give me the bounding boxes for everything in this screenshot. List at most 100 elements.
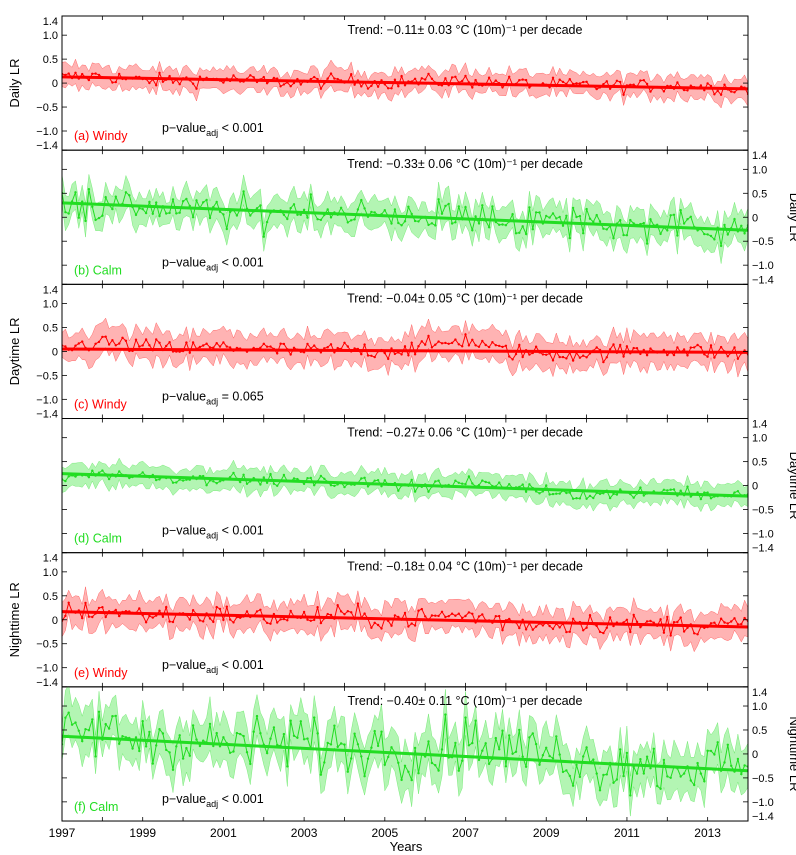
series-point: [279, 85, 282, 88]
panel-d: −1.4 −1.0 −0.5 0 0.5 1.0 1.4 Daytime LR Trend: −…: [61, 418, 796, 555]
plot-area: [62, 58, 748, 109]
series-point: [319, 218, 323, 222]
series-point: [464, 333, 467, 336]
series-point: [733, 346, 736, 349]
series-point: [555, 735, 558, 738]
x-tick-label: 2001: [210, 826, 237, 840]
series-point: [97, 606, 101, 610]
series-point: [605, 228, 608, 231]
series-point: [222, 213, 225, 216]
series-point: [101, 214, 104, 217]
series-point: [612, 236, 615, 240]
series-point: [565, 214, 568, 217]
series-point: [498, 344, 501, 348]
series-point: [709, 497, 713, 500]
y-tick-label: −0.5: [752, 505, 774, 517]
series-point: [551, 627, 555, 631]
series-point: [568, 774, 571, 778]
series-point: [128, 194, 131, 197]
series-point: [582, 354, 585, 357]
series-point: [356, 743, 360, 746]
series-point: [319, 351, 323, 354]
series-point: [491, 341, 494, 344]
series-point: [538, 763, 541, 766]
series-point: [615, 79, 619, 83]
series-point: [346, 770, 349, 773]
series-point: [302, 482, 306, 486]
series-point: [393, 208, 397, 211]
series-point: [696, 343, 699, 347]
series-point: [313, 75, 316, 79]
series-point: [101, 469, 104, 472]
series-point: [326, 77, 329, 80]
plot-area: [62, 686, 748, 817]
series-point: [296, 736, 299, 739]
series-point: [444, 713, 447, 716]
series-point: [212, 480, 215, 483]
series-point: [561, 80, 565, 84]
series-point: [141, 344, 144, 347]
series-point: [726, 743, 729, 746]
series-point: [302, 610, 306, 614]
series-point: [703, 780, 706, 783]
series-point: [454, 75, 457, 79]
series-point: [696, 229, 699, 232]
series-point: [582, 755, 585, 758]
panel-f: −1.4 −1.0 −0.5 0 0.5 1.0 1.4 1997 1999 2001 2003 20…: [49, 686, 796, 840]
series-point: [403, 220, 407, 223]
series-point: [215, 605, 218, 609]
series-point: [138, 749, 141, 753]
series-point: [417, 772, 420, 775]
series-point: [659, 232, 662, 236]
series-point: [417, 220, 420, 223]
series-point: [74, 475, 77, 478]
series-point: [514, 750, 518, 753]
series-point: [541, 624, 545, 627]
series-point: [155, 84, 158, 87]
series-point: [551, 359, 555, 362]
series-point: [380, 627, 383, 630]
trend-annotation: Trend: −0.33± 0.06 °C (10m)⁻¹ per decade: [347, 157, 583, 171]
p-value-annotation: p−valueadj < 0.001: [162, 658, 264, 675]
series-point: [228, 751, 232, 754]
y-tick-label: 1.0: [752, 701, 767, 713]
series-point: [619, 488, 622, 491]
series-point: [329, 613, 333, 617]
series-point: [666, 489, 669, 492]
series-point: [709, 344, 713, 347]
series-point: [91, 615, 94, 619]
series-point: [373, 355, 376, 359]
series-point: [740, 622, 743, 626]
series-point: [528, 206, 531, 209]
series-point: [669, 488, 672, 491]
series-point: [326, 612, 329, 616]
y-tick-label: −1.0: [752, 797, 774, 809]
series-point: [107, 343, 111, 346]
series-point: [255, 207, 259, 210]
series-point: [218, 210, 222, 213]
series-point: [461, 345, 464, 348]
series-point: [659, 787, 662, 790]
series-point: [195, 199, 198, 202]
series-point: [565, 630, 568, 634]
series-point: [107, 477, 111, 481]
plot-area: [62, 457, 748, 513]
series-point: [376, 623, 380, 627]
series-point: [676, 234, 679, 237]
series-point: [598, 492, 602, 496]
series-point: [292, 203, 296, 206]
series-point: [548, 624, 551, 628]
series-point: [454, 221, 457, 224]
series-point: [676, 346, 679, 349]
x-tick-label: 1999: [129, 826, 156, 840]
series-point: [81, 739, 84, 743]
series-point: [686, 354, 689, 357]
series-point: [464, 716, 467, 719]
series-point: [309, 193, 312, 196]
series-point: [457, 343, 460, 346]
series-point: [467, 744, 471, 747]
series-point: [225, 345, 228, 348]
y-tick-label: −0.5: [36, 102, 58, 114]
series-point: [699, 346, 703, 349]
series-point: [181, 479, 185, 482]
